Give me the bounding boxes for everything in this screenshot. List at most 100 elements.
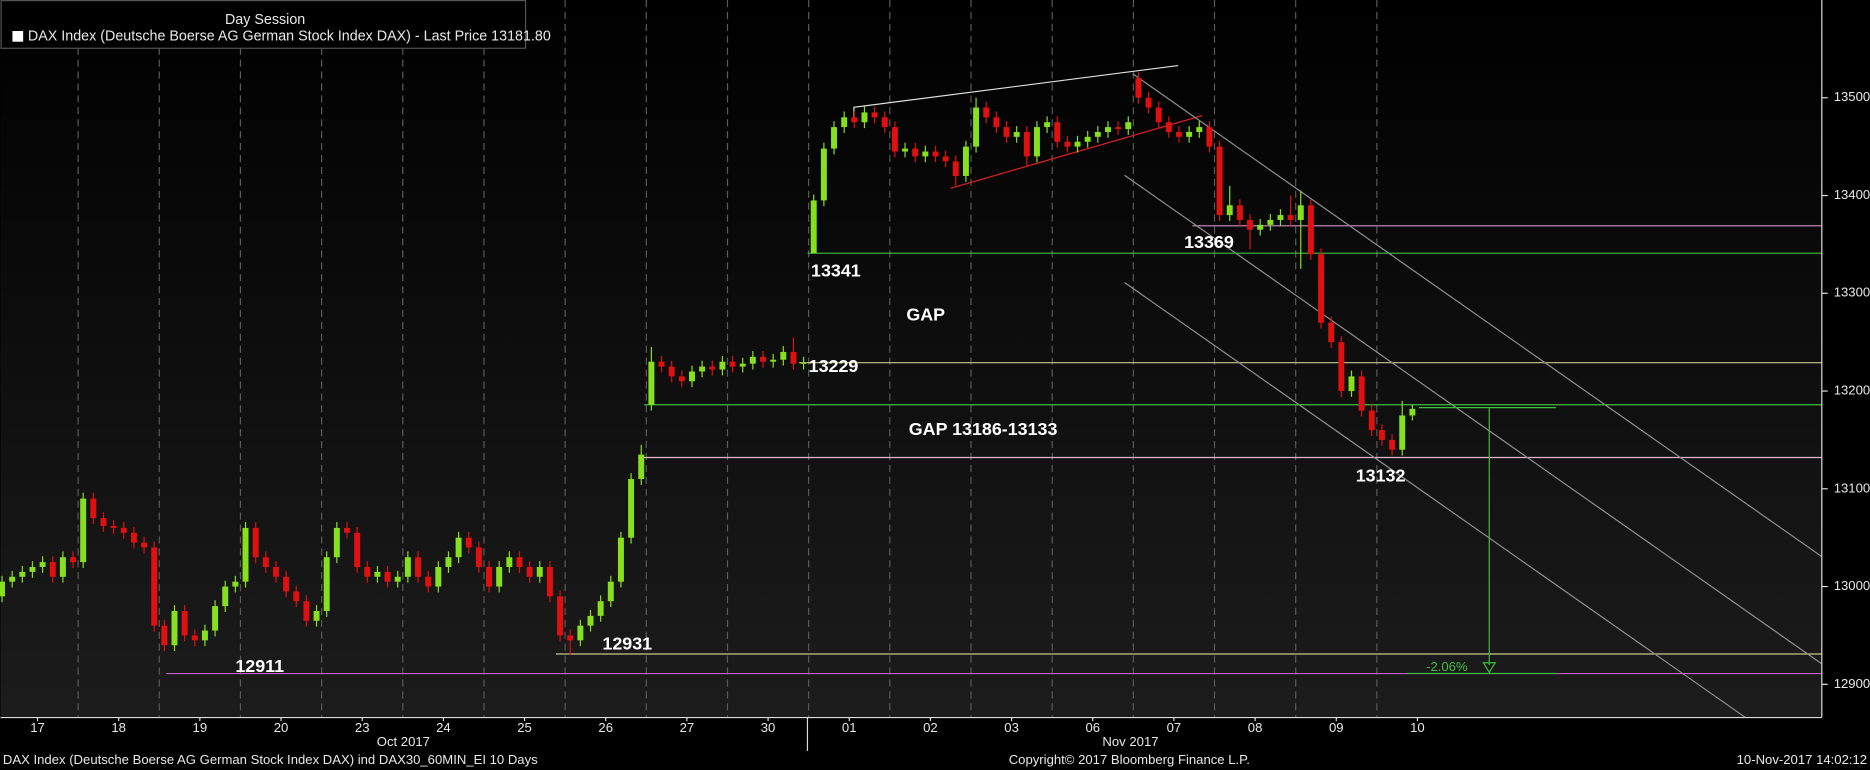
candle-body <box>0 581 5 597</box>
candle-body <box>810 200 817 254</box>
candle-body <box>435 567 442 587</box>
candle-body <box>313 610 320 621</box>
candle-body <box>232 581 239 587</box>
candle-body <box>29 567 36 572</box>
candle-body <box>445 557 452 568</box>
candle-body <box>1084 136 1091 142</box>
candle-body <box>1104 127 1111 132</box>
y-tick-label: 13400 <box>1834 187 1870 202</box>
day-separators <box>77 0 1378 718</box>
candle-body <box>952 161 959 176</box>
candle-body <box>90 498 97 519</box>
candle-body <box>252 527 259 558</box>
candle-body <box>820 148 827 201</box>
candle-body <box>1074 141 1081 147</box>
level-label: 13132 <box>1356 465 1406 485</box>
candle-body <box>942 156 949 162</box>
level-label: 12931 <box>602 634 652 654</box>
candle-body <box>1378 430 1385 440</box>
candle-body <box>1135 78 1142 98</box>
candle-body <box>323 557 330 611</box>
candle-body <box>212 606 219 631</box>
level-label: 13341 <box>811 260 861 280</box>
candle-body <box>70 557 77 563</box>
legend-entry: DAX Index (Deutsche Boerse AG German Sto… <box>28 29 551 45</box>
trend-lines <box>853 64 1823 719</box>
candle-body <box>1033 127 1040 157</box>
candle-body <box>1125 122 1132 130</box>
x-tick-label: 30 <box>761 720 776 735</box>
candle-body <box>536 567 543 577</box>
x-tick-label: 03 <box>1004 720 1019 735</box>
candle-body <box>181 610 188 636</box>
candle-body <box>171 610 178 646</box>
candle-body <box>688 371 695 382</box>
candle-body <box>922 151 929 157</box>
x-tick-label: 02 <box>923 720 938 735</box>
candle-body <box>780 351 787 360</box>
level-label: 13229 <box>809 356 859 376</box>
candle-body <box>851 117 858 123</box>
annotation: -2.06% <box>1426 659 1468 674</box>
candle-body <box>699 366 706 372</box>
candle-body <box>1267 219 1274 225</box>
x-tick-label: 27 <box>680 720 695 735</box>
candle-body <box>161 625 168 646</box>
candle-body <box>283 576 290 592</box>
plot-background <box>0 0 1822 718</box>
candle-body <box>49 562 56 577</box>
x-tick-label: 23 <box>355 720 370 735</box>
candle-body <box>80 498 87 563</box>
candle-body <box>577 625 584 641</box>
candle-body <box>1297 205 1304 220</box>
candle-body <box>465 537 472 548</box>
candles <box>0 72 1416 655</box>
candle-body <box>1054 122 1061 142</box>
candle-body <box>932 151 939 157</box>
x-tick-label: 08 <box>1248 720 1263 735</box>
candle-body <box>1409 408 1416 416</box>
legend-swatch <box>12 30 24 42</box>
candle-body <box>628 479 635 538</box>
annotation: GAP <box>906 305 945 325</box>
candle-body <box>1399 415 1406 450</box>
candle-body <box>201 630 208 641</box>
candle-body <box>719 361 726 370</box>
candle-body <box>729 361 736 367</box>
candle-body <box>891 127 898 152</box>
candle-body <box>1003 127 1010 137</box>
channel-line <box>1124 174 1823 665</box>
candle-body <box>1389 439 1396 450</box>
candle-body <box>415 557 421 577</box>
candle-body <box>1176 131 1182 137</box>
candle-body <box>881 117 888 128</box>
candle-body <box>486 567 493 587</box>
candle-body <box>800 362 807 364</box>
candle-body <box>902 148 909 152</box>
candle-body <box>749 356 756 364</box>
candle-body <box>526 567 533 577</box>
candle-body <box>364 567 371 577</box>
candle-body <box>1044 122 1051 128</box>
candle-body <box>770 359 777 362</box>
candle-body <box>557 596 564 636</box>
candle-body <box>1287 215 1294 220</box>
y-tick-label: 13000 <box>1834 578 1870 593</box>
x-tick-label: 25 <box>517 720 532 735</box>
x-tick-label: 20 <box>274 720 289 735</box>
candle-body <box>59 557 66 577</box>
candle-body <box>1368 410 1375 431</box>
candle-body <box>506 557 513 568</box>
candle-body <box>962 146 969 176</box>
x-tick-label: 09 <box>1329 720 1344 735</box>
candle-body <box>1013 131 1020 137</box>
candle-body <box>617 537 624 582</box>
labels: 13369 13341 13229 13132 12931 12911 GAP GAP 131… <box>235 232 1468 676</box>
candle-body <box>1328 322 1335 343</box>
candle-body <box>262 557 269 568</box>
candle-body <box>293 591 300 602</box>
channel-line <box>1124 282 1746 719</box>
legend-box <box>0 0 527 49</box>
candle-body <box>1247 219 1254 230</box>
candle-body <box>272 567 279 577</box>
